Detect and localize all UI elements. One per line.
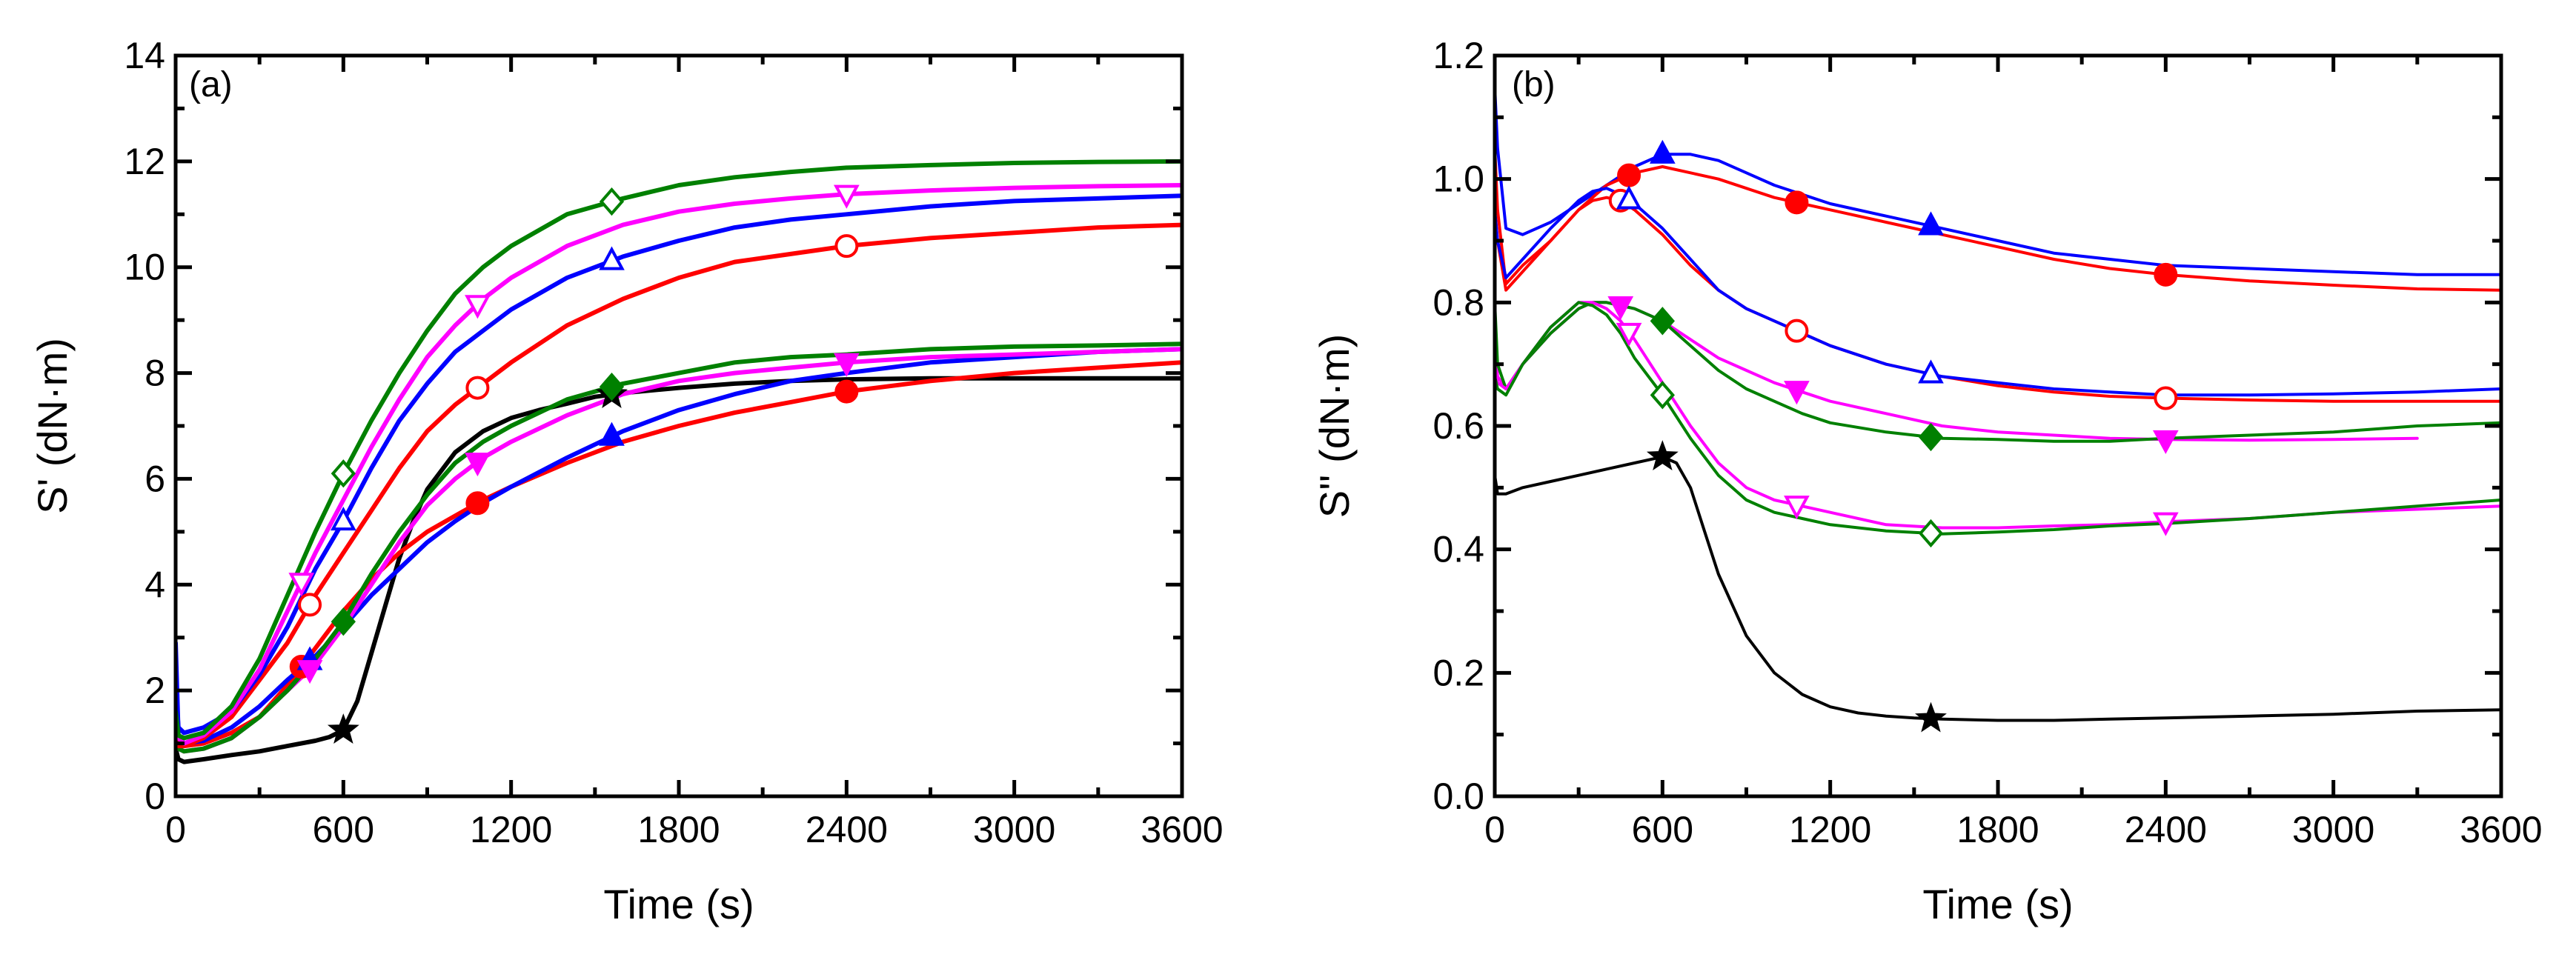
marker-b-green-filled-diamond-0 bbox=[1650, 307, 1675, 336]
y-axis-title-a: S' (dN·m) bbox=[29, 338, 76, 514]
x-axis-title-a: Time (s) bbox=[603, 881, 754, 927]
series-group-a bbox=[176, 159, 1182, 764]
marker-b-red-filled-circle-0 bbox=[1617, 163, 1641, 187]
y-tick-label-a-1: 2 bbox=[145, 670, 165, 711]
x-tick-label-b-3: 1800 bbox=[1956, 809, 2039, 850]
marker-b-red-open-circle-1 bbox=[1785, 319, 1809, 343]
marker-a-magenta-open-triangle-down-1 bbox=[465, 295, 491, 319]
x-tick-label-b-6: 3600 bbox=[2460, 809, 2542, 850]
marker-b-black-star-0 bbox=[1646, 440, 1679, 470]
series-line-a-black-star bbox=[176, 376, 1182, 764]
plot-frame-b bbox=[1493, 53, 2503, 799]
y-tick-label-b-6: 1.2 bbox=[1433, 35, 1484, 76]
x-tick-label-a-1: 600 bbox=[313, 809, 374, 850]
series-line-a-magenta-open-triangle-down bbox=[176, 183, 1182, 746]
x-tick-label-a-6: 3600 bbox=[1141, 809, 1223, 850]
y-tick-label-b-4: 0.8 bbox=[1433, 281, 1484, 323]
marker-b-red-open-circle-2 bbox=[2154, 386, 2178, 410]
marker-a-magenta-filled-triangle-down-2 bbox=[833, 353, 860, 377]
y-tick-label-a-0: 0 bbox=[145, 776, 165, 817]
marker-a-magenta-open-triangle-down-2 bbox=[833, 184, 860, 209]
series-line-a-green-open-diamond bbox=[176, 159, 1182, 741]
marker-b-green-open-diamond-0 bbox=[1650, 381, 1675, 410]
series-line-b-green-open-diamond bbox=[1495, 301, 2501, 536]
marker-a-red-open-circle-2 bbox=[834, 234, 859, 259]
y-tick-label-a-4: 8 bbox=[145, 353, 165, 394]
x-tick-label-b-5: 3000 bbox=[2292, 809, 2374, 850]
x-tick-label-a-5: 3000 bbox=[973, 809, 1055, 850]
series-line-b-green-filled-diamond bbox=[1495, 301, 2501, 443]
marker-b-red-filled-circle-2 bbox=[2154, 262, 2178, 287]
marker-a-blue-filled-triangle-1 bbox=[599, 421, 625, 446]
series-line-b-magenta-open-triangle-down bbox=[1495, 301, 2501, 530]
marker-a-magenta-filled-triangle-down-0 bbox=[296, 660, 323, 684]
marker-a-green-filled-diamond-0 bbox=[331, 607, 356, 636]
panel-b: (b) Time (s) S'' (dN·m) 0 600 1200 1800 2400… bbox=[1311, 35, 2543, 927]
marker-a-red-open-circle-1 bbox=[465, 376, 490, 400]
marker-b-green-filled-diamond-1 bbox=[1918, 422, 1944, 452]
marker-b-magenta-filled-triangle-down-2 bbox=[2152, 430, 2179, 454]
x-tick-label-b-2: 1200 bbox=[1789, 809, 1871, 850]
marker-b-blue-open-triangle-0 bbox=[1616, 185, 1642, 210]
marker-a-red-filled-circle-2 bbox=[834, 379, 859, 404]
series-line-a-red-filled-circle bbox=[176, 360, 1182, 749]
marker-a-green-filled-diamond-1 bbox=[599, 372, 625, 401]
marker-b-green-open-diamond-1 bbox=[1918, 519, 1944, 548]
x-tick-label-a-2: 1200 bbox=[470, 809, 552, 850]
x-tick-label-a-4: 2400 bbox=[806, 809, 888, 850]
marker-b-magenta-filled-triangle-down-0 bbox=[1607, 296, 1634, 321]
marker-a-green-open-diamond-0 bbox=[331, 459, 356, 488]
marker-a-green-open-diamond-1 bbox=[599, 187, 625, 216]
marker-b-magenta-open-triangle-down-0 bbox=[1616, 322, 1642, 347]
marker-a-magenta-open-triangle-down-0 bbox=[288, 573, 315, 597]
series-group-b bbox=[1495, 84, 2501, 722]
panel-a: (a) Time (s) S' (dN·m) 0 600 1200 1800 2400 3… bbox=[29, 35, 1224, 927]
marker-a-red-filled-circle-1 bbox=[465, 491, 490, 516]
marker-a-red-open-circle-0 bbox=[298, 593, 322, 617]
marker-a-blue-open-triangle-0 bbox=[330, 506, 356, 531]
marker-b-magenta-open-triangle-down-1 bbox=[1784, 496, 1810, 520]
series-line-a-red-open-circle bbox=[176, 222, 1182, 749]
x-tick-label-b-0: 0 bbox=[1484, 809, 1505, 850]
y-tick-label-a-3: 6 bbox=[145, 458, 165, 499]
x-tick-label-b-1: 600 bbox=[1632, 809, 1693, 850]
series-line-b-black-star bbox=[1495, 455, 2501, 722]
y-tick-label-a-6: 12 bbox=[124, 141, 165, 182]
marker-b-magenta-filled-triangle-down-1 bbox=[1784, 381, 1810, 405]
x-tick-label-a-0: 0 bbox=[165, 809, 186, 850]
y-tick-label-b-1: 0.2 bbox=[1433, 652, 1484, 693]
marker-b-blue-filled-triangle-0 bbox=[1649, 139, 1676, 164]
y-tick-label-b-2: 0.4 bbox=[1433, 529, 1484, 570]
y-tick-label-a-2: 4 bbox=[145, 564, 165, 605]
panel-label-b: (b) bbox=[1512, 65, 1556, 104]
y-axis-title-b: S'' (dN·m) bbox=[1311, 334, 1358, 518]
x-tick-label-b-4: 2400 bbox=[2125, 809, 2207, 850]
series-line-b-blue-open-triangle bbox=[1495, 187, 2501, 397]
y-tick-label-a-5: 10 bbox=[124, 247, 165, 288]
marker-a-blue-open-triangle-1 bbox=[599, 246, 625, 270]
series-line-b-blue-filled-triangle bbox=[1495, 84, 2501, 276]
marker-b-magenta-open-triangle-down-2 bbox=[2152, 512, 2179, 536]
marker-b-blue-open-triangle-1 bbox=[1918, 359, 1944, 384]
marker-a-black-star-0 bbox=[327, 713, 359, 744]
y-tick-label-b-5: 1.0 bbox=[1433, 159, 1484, 200]
x-tick-label-a-3: 1800 bbox=[637, 809, 720, 850]
x-axis-title-b: Time (s) bbox=[1922, 881, 2073, 927]
panel-label-a: (a) bbox=[189, 65, 233, 104]
y-tick-label-b-3: 0.6 bbox=[1433, 405, 1484, 447]
y-tick-label-b-0: 0.0 bbox=[1433, 776, 1484, 817]
marker-b-red-filled-circle-1 bbox=[1785, 190, 1809, 215]
marker-b-black-star-1 bbox=[1915, 701, 1947, 733]
marker-b-blue-filled-triangle-1 bbox=[1918, 211, 1944, 236]
y-tick-label-a-7: 14 bbox=[124, 35, 165, 76]
marker-a-magenta-filled-triangle-down-1 bbox=[465, 453, 491, 477]
